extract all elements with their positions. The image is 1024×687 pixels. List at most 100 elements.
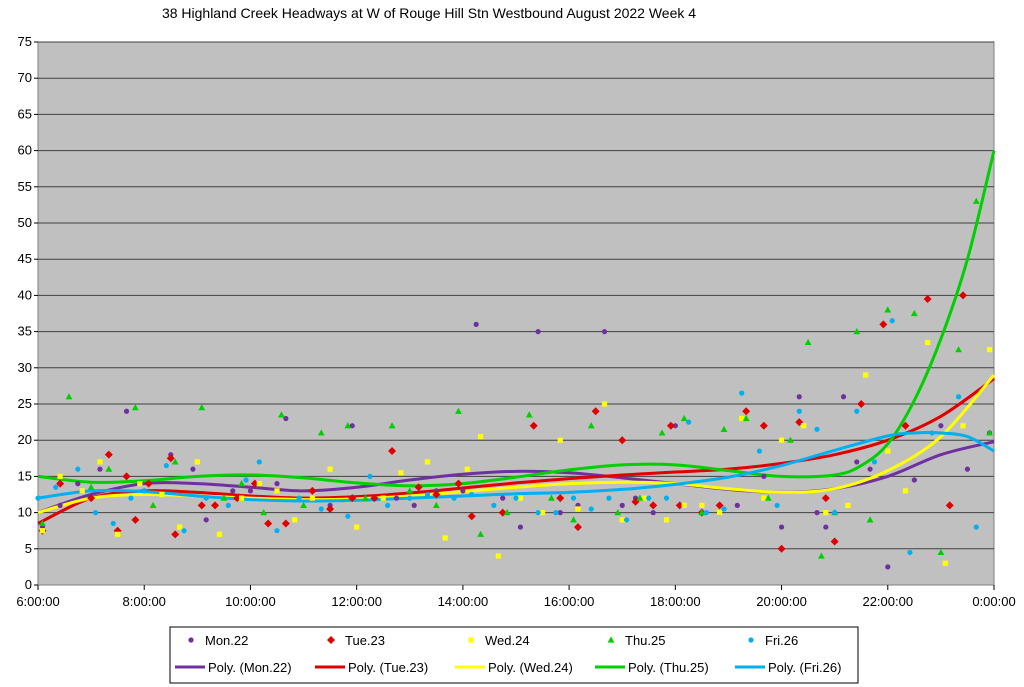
data-point (964, 466, 971, 472)
data-point (79, 488, 85, 494)
data-point (75, 481, 81, 487)
data-point (220, 494, 228, 501)
trendlines (37, 150, 996, 525)
data-point (535, 509, 541, 516)
data-point (131, 404, 139, 411)
data-point (411, 502, 417, 508)
data-point (345, 513, 351, 519)
data-point (104, 450, 113, 459)
data-point (141, 488, 147, 494)
data-point (884, 306, 892, 313)
y-tick-label: 30 (18, 360, 32, 375)
data-point (194, 459, 200, 465)
data-point (986, 347, 993, 353)
data-point (587, 422, 595, 429)
data-point (910, 309, 918, 317)
data-point (211, 501, 220, 510)
data-point (646, 495, 652, 501)
data-point (796, 408, 802, 414)
data-point (238, 480, 245, 487)
data-point (761, 495, 767, 501)
data-point (39, 519, 46, 527)
x-tick-label: 16:00:00 (544, 594, 595, 609)
data-point (853, 328, 861, 335)
data-point (256, 481, 262, 487)
data-point (278, 411, 285, 418)
legend-marker-mon-22 (188, 637, 194, 643)
data-point (243, 477, 249, 483)
data-point (742, 407, 751, 416)
data-point (349, 423, 355, 429)
data-point (557, 437, 563, 443)
y-tick-label: 40 (18, 287, 32, 302)
data-point (230, 488, 236, 494)
data-point (238, 495, 245, 501)
trendline-poly-fri-26 (37, 431, 995, 503)
data-point (87, 494, 96, 503)
data-point (477, 433, 484, 440)
data-point (663, 517, 670, 523)
data-point (318, 506, 324, 512)
data-point (181, 528, 187, 534)
data-point (517, 524, 524, 530)
data-point (344, 422, 352, 429)
data-point (854, 408, 860, 414)
data-point (672, 423, 678, 429)
data-point (197, 501, 206, 510)
data-point (388, 422, 396, 429)
data-point (144, 479, 153, 488)
legend-entries: Mon.22 Tue.23 Wed.24 Thu.25 Fri.26 Poly. (Mon… (175, 633, 841, 675)
data-point (742, 414, 750, 422)
legend-label-poly-fri-26: Poly. (Fri.26) (768, 660, 841, 675)
data-point (432, 501, 440, 508)
legend-label-poly-mon-22: Poly. (Mon.22) (208, 660, 292, 675)
data-point (65, 393, 73, 400)
data-point (889, 318, 895, 324)
data-point (817, 552, 825, 559)
data-point (973, 524, 979, 530)
data-point (778, 437, 785, 443)
legend-label-wed-24: Wed.24 (485, 633, 530, 648)
data-point (500, 495, 506, 501)
legend-label-fri-26: Fri.26 (765, 633, 798, 648)
data-point (955, 394, 962, 400)
data-point (649, 501, 658, 510)
series-fri-26 (35, 318, 979, 556)
data-point (317, 429, 325, 436)
data-point (491, 502, 497, 508)
data-point (923, 295, 932, 304)
y-tick-label: 5 (25, 541, 32, 556)
data-point (761, 473, 767, 479)
data-point (960, 423, 966, 429)
data-point (787, 436, 794, 443)
data-point (942, 560, 948, 566)
data-point (256, 459, 262, 465)
data-point (292, 517, 298, 523)
data-point (902, 488, 909, 494)
y-tick-label: 60 (18, 143, 32, 158)
data-point (739, 390, 745, 396)
data-point (734, 502, 740, 508)
data-point (477, 530, 484, 537)
data-point (451, 495, 457, 501)
data-point (281, 519, 290, 528)
data-point (407, 495, 413, 501)
data-point (53, 484, 59, 490)
data-point (557, 509, 563, 516)
data-point (57, 473, 63, 479)
data-point (326, 504, 335, 513)
y-tick-label: 75 (18, 34, 32, 49)
data-point (300, 501, 307, 508)
legend-label-poly-wed-24: Poly. (Wed.24) (488, 660, 573, 675)
data-point (424, 491, 431, 498)
data-point (105, 465, 113, 472)
data-point (658, 429, 666, 436)
data-point (938, 423, 944, 429)
data-point (414, 483, 423, 492)
data-point (832, 509, 838, 516)
data-point (385, 502, 391, 508)
data-point (110, 520, 116, 527)
data-point (370, 494, 379, 503)
data-point (92, 509, 99, 516)
data-point (774, 502, 780, 508)
